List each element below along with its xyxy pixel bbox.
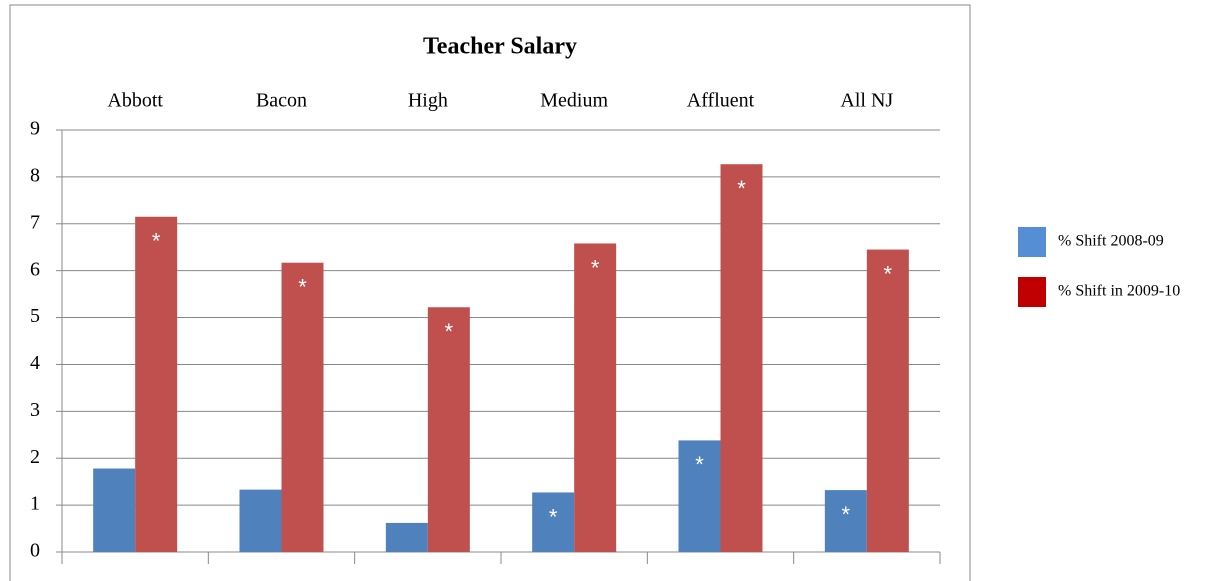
bar-flag: * [445, 319, 454, 344]
bar [532, 492, 575, 552]
bar-flag: * [737, 176, 746, 201]
x-category-label: High [408, 90, 448, 112]
y-tick-label: 2 [30, 446, 40, 468]
bar [824, 490, 867, 552]
y-tick-label: 3 [30, 399, 40, 421]
bar-flag: * [152, 229, 161, 254]
bar-flag: * [884, 261, 893, 286]
bar [239, 489, 282, 552]
x-category-label: All NJ [840, 90, 893, 112]
y-tick-label: 4 [30, 352, 40, 374]
bar-flag: * [695, 452, 704, 477]
x-category-label: Medium [540, 90, 608, 112]
bar [281, 262, 324, 552]
bar [720, 164, 763, 552]
bar [427, 307, 470, 552]
x-category-label: Abbott [107, 90, 163, 112]
y-tick-label: 1 [30, 493, 40, 515]
y-tick-label: 8 [30, 164, 40, 186]
y-tick-label: 6 [30, 258, 40, 280]
bar [574, 243, 617, 552]
bar-flag: * [298, 275, 307, 300]
x-category-label: Bacon [256, 90, 307, 112]
bar [866, 249, 909, 553]
bar-flag: * [842, 502, 851, 527]
bar [678, 440, 721, 552]
chart-title: Teacher Salary [423, 34, 577, 60]
legend-label: % Shift 2008-09 [1058, 233, 1164, 250]
bar-flag: * [549, 504, 558, 529]
legend-swatch [1018, 227, 1046, 257]
bar [385, 522, 428, 552]
legend-label: % Shift in 2009-10 [1058, 283, 1180, 300]
x-category-label: Affluent [687, 90, 755, 112]
legend-swatch [1018, 277, 1046, 307]
bar [93, 468, 136, 552]
y-tick-label: 9 [30, 118, 40, 140]
bar [135, 216, 178, 552]
bar-flag: * [591, 255, 600, 280]
y-tick-label: 0 [30, 540, 40, 562]
y-tick-label: 5 [30, 305, 40, 327]
y-tick-label: 7 [30, 211, 40, 233]
